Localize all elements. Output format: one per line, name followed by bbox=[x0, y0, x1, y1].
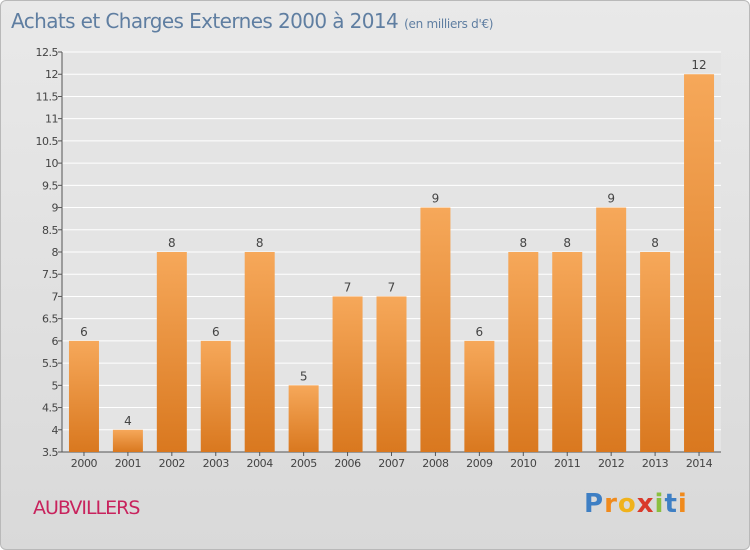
bar bbox=[289, 385, 319, 452]
bar bbox=[464, 341, 494, 452]
bar-value-label: 8 bbox=[519, 236, 527, 250]
bar-value-label: 9 bbox=[607, 192, 615, 206]
x-tick-label: 2012 bbox=[598, 457, 624, 470]
place-name: AUBVILLERS bbox=[33, 497, 139, 519]
x-tick-label: 2004 bbox=[246, 457, 273, 470]
bar-value-label: 6 bbox=[212, 325, 220, 339]
y-tick-label: 9.5 bbox=[42, 179, 58, 192]
bar-value-label: 6 bbox=[80, 325, 88, 339]
y-tick-label: 11.5 bbox=[36, 90, 59, 103]
y-tick-label: 12 bbox=[45, 68, 58, 81]
x-tick-label: 2008 bbox=[422, 457, 449, 470]
y-tick-label: 3.5 bbox=[42, 446, 58, 459]
x-tick-label: 2014 bbox=[686, 457, 713, 470]
bar bbox=[245, 252, 275, 452]
y-tick-label: 7.5 bbox=[42, 268, 58, 281]
y-tick-label: 10 bbox=[45, 157, 58, 170]
y-tick-label: 7 bbox=[52, 290, 59, 303]
bar-value-label: 7 bbox=[388, 280, 396, 294]
bar-value-label: 7 bbox=[344, 280, 352, 294]
bar-value-label: 8 bbox=[256, 236, 264, 250]
bar-value-label: 4 bbox=[124, 414, 132, 428]
x-tick-label: 2013 bbox=[642, 457, 669, 470]
logo-letter: o bbox=[618, 489, 637, 519]
bar bbox=[157, 252, 187, 452]
bar bbox=[596, 208, 626, 452]
y-tick-label: 11 bbox=[45, 113, 58, 126]
x-tick-label: 2003 bbox=[203, 457, 230, 470]
logo-letter: r bbox=[604, 489, 618, 519]
bar bbox=[552, 252, 582, 452]
y-tick-label: 4 bbox=[52, 424, 59, 437]
x-tick-label: 2006 bbox=[334, 457, 361, 470]
x-tick-label: 2001 bbox=[115, 457, 141, 470]
y-tick-label: 12.5 bbox=[36, 46, 59, 59]
y-tick-label: 8.5 bbox=[42, 224, 58, 237]
bar bbox=[508, 252, 538, 452]
bar bbox=[377, 296, 407, 452]
bar-value-label: 9 bbox=[432, 192, 440, 206]
bar-value-label: 8 bbox=[563, 236, 571, 250]
logo-letter: P bbox=[584, 489, 604, 519]
bar bbox=[684, 74, 714, 452]
bar-value-label: 6 bbox=[476, 325, 484, 339]
y-tick-label: 5 bbox=[52, 379, 59, 392]
bar-value-label: 12 bbox=[691, 58, 706, 72]
x-tick-label: 2002 bbox=[159, 457, 185, 470]
y-tick-label: 10.5 bbox=[36, 135, 59, 148]
logo-letter: i bbox=[655, 489, 665, 519]
x-tick-label: 2009 bbox=[466, 457, 493, 470]
x-tick-label: 2005 bbox=[290, 457, 317, 470]
x-tick-label: 2007 bbox=[378, 457, 405, 470]
bar-value-label: 8 bbox=[168, 236, 176, 250]
bar bbox=[201, 341, 231, 452]
bar-value-label: 8 bbox=[651, 236, 659, 250]
bar bbox=[69, 341, 99, 452]
y-tick-label: 4.5 bbox=[42, 402, 58, 415]
y-tick-label: 6 bbox=[52, 335, 59, 348]
x-tick-label: 2000 bbox=[71, 457, 98, 470]
bar bbox=[640, 252, 670, 452]
y-tick-label: 5.5 bbox=[42, 357, 58, 370]
y-tick-label: 6.5 bbox=[42, 313, 58, 326]
y-tick-label: 8 bbox=[52, 246, 59, 259]
bar bbox=[420, 208, 450, 452]
x-tick-label: 2010 bbox=[510, 457, 537, 470]
bar bbox=[113, 430, 143, 452]
x-tick-label: 2011 bbox=[554, 457, 580, 470]
logo-letter: t bbox=[664, 489, 677, 519]
chart-frame: Achats et Charges Externes 2000 à 2014 (e… bbox=[0, 0, 750, 550]
bar-chart: 3.5 4 4.5 5 5.5 6 6.5 7 7.5 8 8.5 9 9.5 10 10.5 11 11.5 1… bbox=[1, 1, 749, 549]
logo-letter: i bbox=[678, 489, 688, 519]
logo-letter: x bbox=[637, 489, 655, 519]
bar-value-label: 5 bbox=[300, 369, 308, 383]
y-tick-label: 9 bbox=[52, 202, 59, 215]
proxiti-logo: Proxiti bbox=[584, 489, 688, 519]
bar bbox=[333, 296, 363, 452]
